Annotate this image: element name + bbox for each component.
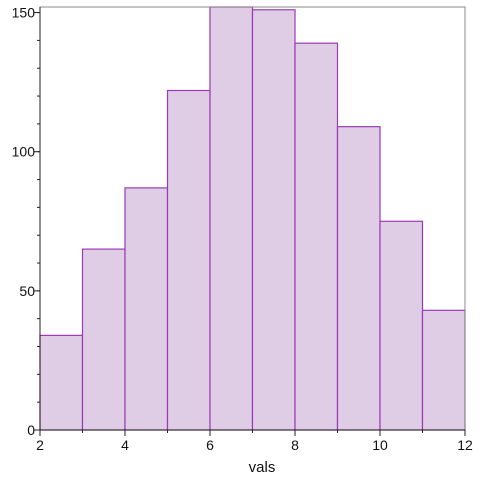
x-tick-label: 6 [206, 437, 214, 453]
y-ticks-group: 0 50 100 150 [12, 5, 40, 438]
histogram-bar [124, 187, 169, 431]
histogram-bar [336, 126, 381, 431]
y-tick-label: 50 [19, 283, 35, 299]
histogram-bar [421, 309, 466, 431]
x-ticks-group: 2 4 6 8 10 12 [36, 430, 473, 453]
histogram-bar [166, 89, 211, 431]
histogram-bar [379, 220, 424, 431]
y-tick-label: 100 [12, 144, 36, 160]
x-tick-label: 4 [121, 437, 129, 453]
x-axis-label: vals [249, 459, 276, 476]
histogram-bar [39, 334, 84, 431]
histogram-bar [251, 9, 296, 431]
x-tick-label: 12 [457, 437, 473, 453]
histogram-bar [294, 42, 339, 431]
x-tick-label: 8 [291, 437, 299, 453]
bars-group [39, 6, 466, 431]
x-tick-label: 2 [36, 437, 44, 453]
histogram-bar [209, 6, 254, 431]
y-tick-label: 150 [12, 5, 36, 21]
y-tick-label: 0 [27, 422, 35, 438]
histogram-bar [81, 248, 126, 431]
x-tick-label: 10 [372, 437, 388, 453]
